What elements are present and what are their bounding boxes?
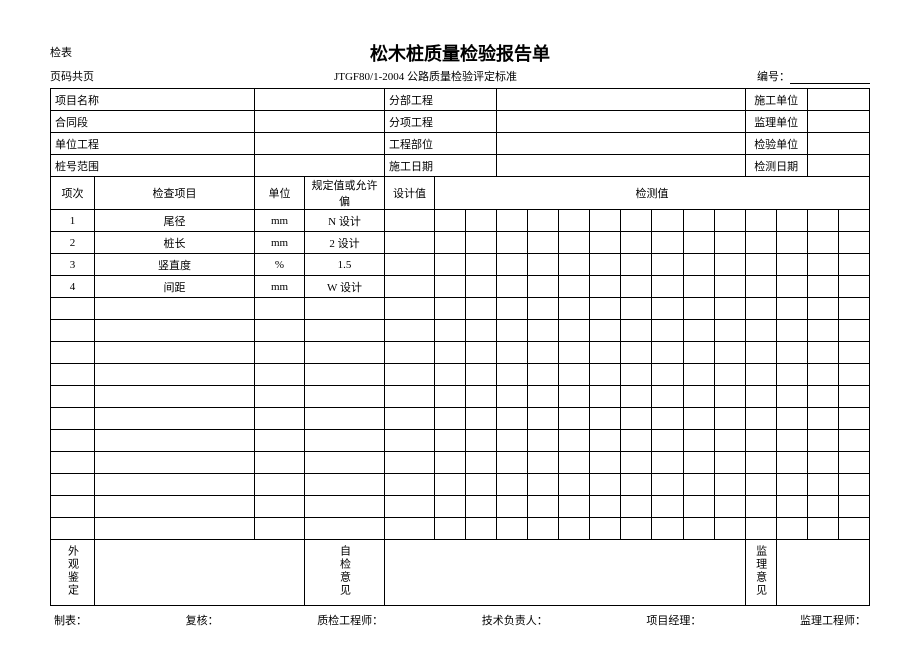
numbering-label: 编号： [757,68,870,84]
hdr-unit: 单位 [255,177,305,210]
report-title: 松木桩质量检验报告单 [370,40,550,66]
hdr-check-item: 检查项目 [95,177,255,210]
hdr-design: 设计值 [385,177,435,210]
label-sub-project: 分部工程 [385,89,497,111]
label-project-name: 项目名称 [51,89,255,111]
label-appearance: 外观鉴定 [65,545,81,597]
table-row [51,518,870,540]
table-row: 1尾径mmN 设计 [51,210,870,232]
footer-supervision: 监理工程师： [800,612,866,628]
footer-reviewed: 复核： [186,612,219,628]
footer-row: 制表： 复核： 质检工程师： 技术负责人： 项目经理： 监理工程师： [50,612,870,628]
table-row: 2桩长mm2 设计 [51,232,870,254]
label-unit-project: 单位工程 [51,133,255,155]
footer-tech: 技术负责人： [482,612,548,628]
table-row [51,342,870,364]
label-item-project: 分项工程 [385,111,497,133]
table-row: 3竖直度%1.5 [51,254,870,276]
label-contract-section: 合同段 [51,111,255,133]
label-inspection-date: 检测日期 [745,155,807,177]
table-row [51,408,870,430]
opinion-row: 外观鉴定 自检意见 监理意见 [51,540,870,606]
table-row [51,320,870,342]
table-row [51,430,870,452]
inspection-table: 项目名称 分部工程 施工单位 合同段 分项工程 监理单位 单位工程 工程部位 检… [50,88,870,606]
check-table-label: 检表 [50,44,72,60]
table-row [51,452,870,474]
page-label: 页码共页 [50,68,94,84]
label-pile-range: 桩号范围 [51,155,255,177]
label-inspection-unit: 检验单位 [745,133,807,155]
table-row [51,474,870,496]
table-row [51,364,870,386]
hdr-item-no: 项次 [51,177,95,210]
standard-text: JTGF80/1-2004 公路质量检验评定标准 [94,68,757,84]
table-row: 4间距mmW 设计 [51,276,870,298]
table-row [51,386,870,408]
footer-prepared: 制表： [54,612,87,628]
label-supervision-unit: 监理单位 [745,111,807,133]
label-construction-date: 施工日期 [385,155,497,177]
table-row [51,496,870,518]
footer-pm: 项目经理： [646,612,701,628]
label-self-check: 自检意见 [337,545,353,597]
label-supervision-opinion: 监理意见 [753,545,769,597]
hdr-spec: 规定值或允许偏 [305,177,385,210]
hdr-measured: 检测值 [435,177,870,210]
label-construction-unit: 施工单位 [745,89,807,111]
label-project-part: 工程部位 [385,133,497,155]
footer-qc: 质检工程师： [317,612,383,628]
table-row [51,298,870,320]
